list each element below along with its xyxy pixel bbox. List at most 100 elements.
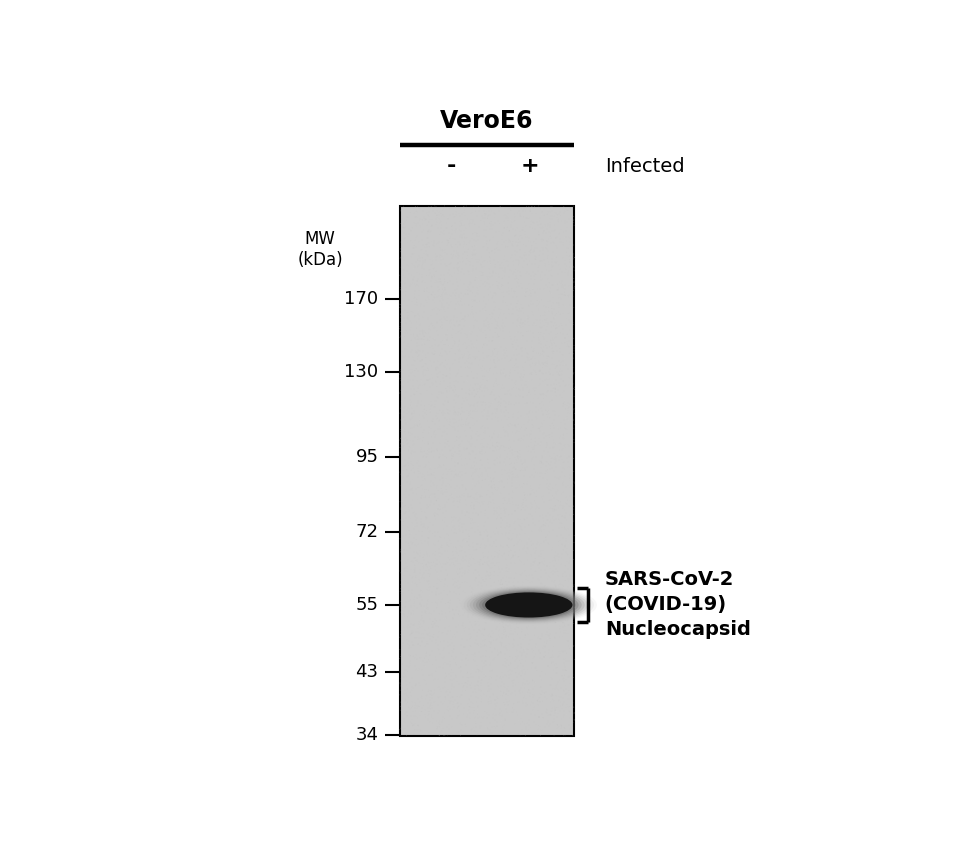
Point xyxy=(505,512,520,525)
Point xyxy=(471,230,487,243)
Point xyxy=(414,221,429,235)
Point xyxy=(528,569,544,583)
Point xyxy=(474,658,490,672)
Point xyxy=(431,716,447,729)
Point xyxy=(420,668,436,682)
Point xyxy=(393,469,409,482)
Point xyxy=(418,408,434,421)
Point xyxy=(442,613,458,627)
Point xyxy=(558,618,573,632)
Point xyxy=(545,279,561,292)
Point xyxy=(514,531,530,544)
Point xyxy=(481,204,497,218)
Point xyxy=(555,251,570,265)
Point xyxy=(449,658,465,672)
Point xyxy=(439,627,455,641)
Point xyxy=(397,562,413,575)
Point xyxy=(439,261,455,275)
Point xyxy=(543,384,559,397)
Point xyxy=(564,220,579,234)
Point xyxy=(542,225,558,239)
Point xyxy=(510,297,525,310)
Point xyxy=(458,245,473,259)
Point xyxy=(479,235,495,249)
Point xyxy=(426,467,442,481)
Point xyxy=(446,702,462,716)
Point xyxy=(545,404,561,418)
Point xyxy=(451,318,466,332)
Point xyxy=(448,408,464,421)
Point xyxy=(435,698,451,712)
Point xyxy=(528,494,544,508)
Point xyxy=(547,316,563,329)
Point xyxy=(557,625,572,639)
Point xyxy=(480,383,496,396)
Text: 72: 72 xyxy=(356,523,378,541)
Point xyxy=(478,656,494,670)
Point xyxy=(402,376,417,390)
Point xyxy=(433,268,449,282)
Point xyxy=(521,427,537,440)
Point xyxy=(395,268,411,282)
Point xyxy=(416,324,432,338)
Point xyxy=(448,540,464,554)
Point xyxy=(406,567,421,580)
Point xyxy=(535,488,551,502)
Point xyxy=(470,474,486,488)
Point xyxy=(421,446,437,460)
Point xyxy=(511,314,526,328)
Point xyxy=(514,685,530,699)
Point xyxy=(422,720,438,734)
Point xyxy=(520,253,536,267)
Point xyxy=(425,628,441,642)
Point xyxy=(469,335,485,348)
Point xyxy=(446,244,462,258)
Point xyxy=(449,507,465,520)
Point xyxy=(492,727,508,740)
Point xyxy=(464,495,479,509)
Point xyxy=(496,538,512,552)
Point xyxy=(502,464,517,477)
Point xyxy=(427,470,443,484)
Point xyxy=(483,367,499,381)
Point xyxy=(428,208,444,222)
Point xyxy=(536,349,552,363)
Point xyxy=(543,413,559,427)
Point xyxy=(527,257,543,271)
Point xyxy=(547,709,563,722)
Point xyxy=(433,653,449,666)
Point xyxy=(482,280,498,294)
Point xyxy=(491,547,507,561)
Point xyxy=(534,357,550,371)
Point xyxy=(493,673,509,686)
Point xyxy=(538,440,554,454)
Point xyxy=(437,338,453,352)
Point xyxy=(465,202,480,216)
Point xyxy=(542,462,558,476)
Point xyxy=(495,200,511,214)
Point xyxy=(454,603,469,617)
Point xyxy=(451,232,466,246)
Point xyxy=(456,475,471,488)
Point xyxy=(454,482,469,496)
Point xyxy=(428,677,444,691)
Point xyxy=(493,646,509,660)
Point xyxy=(457,378,472,391)
Point xyxy=(562,371,577,384)
Point xyxy=(514,316,530,330)
Point xyxy=(547,236,563,249)
Point xyxy=(526,476,542,490)
Point xyxy=(429,366,445,379)
Point xyxy=(453,322,468,335)
Point xyxy=(422,580,438,593)
Point xyxy=(544,429,560,443)
Point xyxy=(564,689,579,703)
Point xyxy=(427,465,443,479)
Point xyxy=(409,240,424,254)
Point xyxy=(463,207,478,221)
Point xyxy=(565,317,581,331)
Point xyxy=(520,298,536,312)
Point xyxy=(439,468,455,482)
Point xyxy=(403,593,418,606)
Point xyxy=(421,519,437,532)
